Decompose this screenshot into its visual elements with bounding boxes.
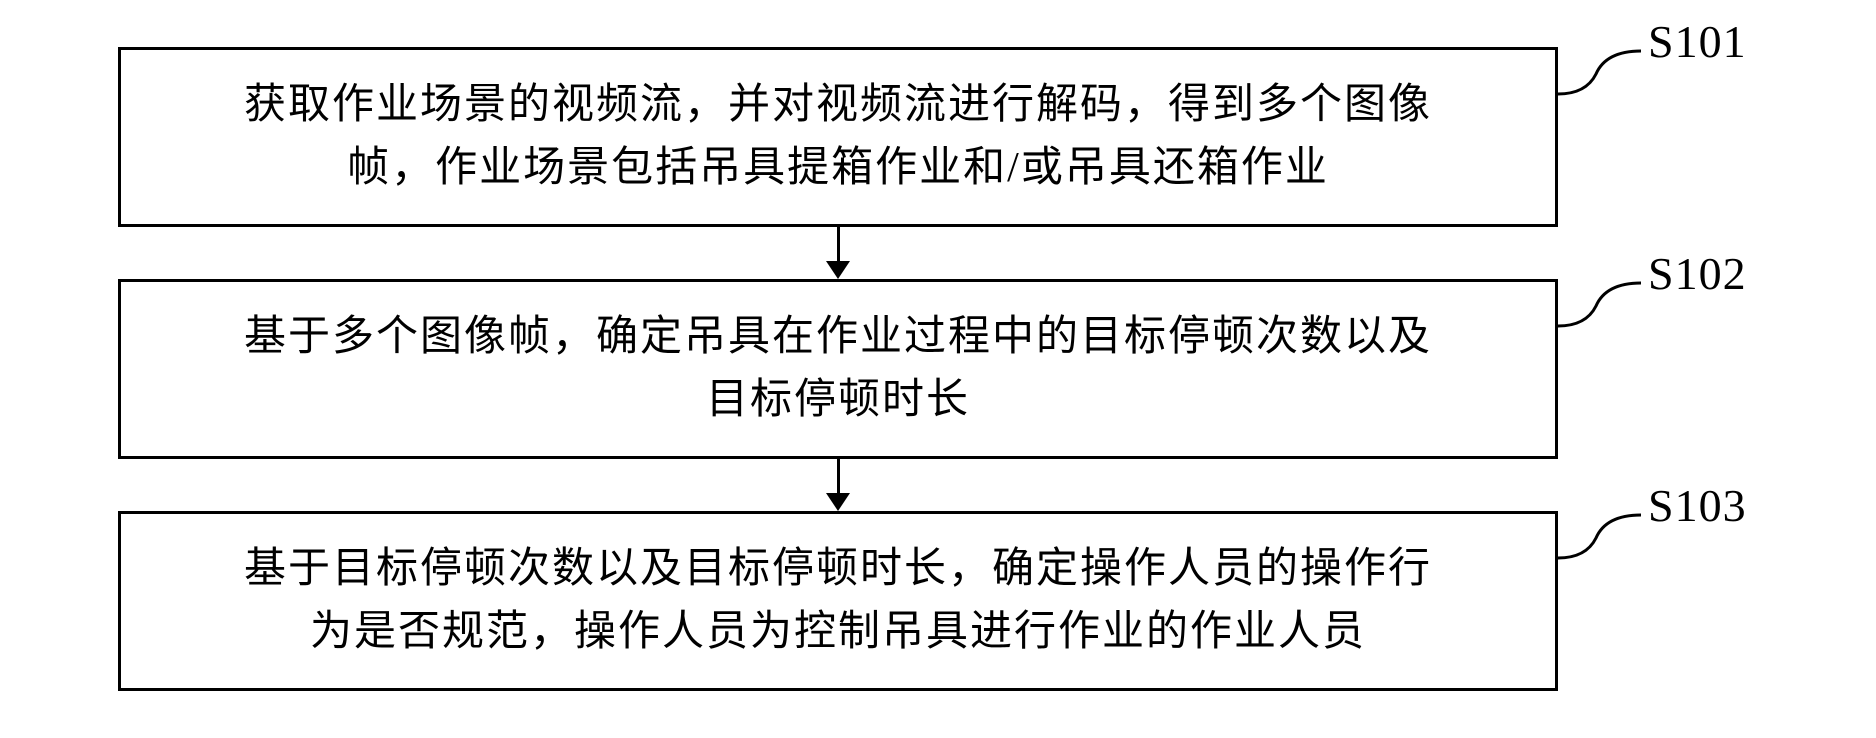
arrow-line-1: [837, 227, 840, 261]
step-wrapper-2: 基于多个图像帧，确定吊具在作业过程中的目标停顿次数以及 目标停顿时长 S102: [118, 279, 1788, 459]
arrow-2: [118, 459, 1558, 511]
step-box-1: 获取作业场景的视频流，并对视频流进行解码，得到多个图像 帧，作业场景包括吊具提箱…: [118, 47, 1558, 227]
connector-curve-1: [1556, 39, 1646, 119]
step-label-1: S101: [1648, 15, 1747, 68]
arrow-line-2: [837, 459, 840, 493]
arrow-1: [118, 227, 1558, 279]
step-wrapper-1: 获取作业场景的视频流，并对视频流进行解码，得到多个图像 帧，作业场景包括吊具提箱…: [118, 47, 1788, 227]
flowchart-container: 获取作业场景的视频流，并对视频流进行解码，得到多个图像 帧，作业场景包括吊具提箱…: [88, 27, 1788, 711]
step-wrapper-3: 基于目标停顿次数以及目标停顿时长，确定操作人员的操作行 为是否规范，操作人员为控…: [118, 511, 1788, 691]
step-box-3: 基于目标停顿次数以及目标停顿时长，确定操作人员的操作行 为是否规范，操作人员为控…: [118, 511, 1558, 691]
arrow-head-2: [826, 493, 850, 511]
step-box-2: 基于多个图像帧，确定吊具在作业过程中的目标停顿次数以及 目标停顿时长: [118, 279, 1558, 459]
connector-curve-3: [1556, 503, 1646, 583]
step-label-3: S103: [1648, 479, 1747, 532]
step-text-1: 获取作业场景的视频流，并对视频流进行解码，得到多个图像 帧，作业场景包括吊具提箱…: [161, 74, 1515, 200]
arrow-head-1: [826, 261, 850, 279]
step-text-2: 基于多个图像帧，确定吊具在作业过程中的目标停顿次数以及 目标停顿时长: [161, 306, 1515, 432]
connector-curve-2: [1556, 271, 1646, 351]
step-label-2: S102: [1648, 247, 1747, 300]
step-text-3: 基于目标停顿次数以及目标停顿时长，确定操作人员的操作行 为是否规范，操作人员为控…: [161, 538, 1515, 664]
